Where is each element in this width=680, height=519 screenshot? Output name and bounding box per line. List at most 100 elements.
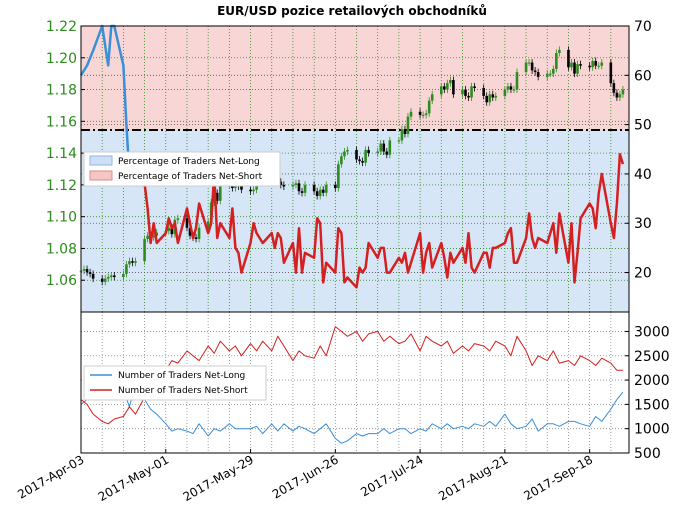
- short-area: [81, 26, 629, 130]
- x-tick-label: 2017-Sep-18: [521, 452, 595, 503]
- candle-body: [446, 83, 449, 90]
- net-long-count-line: [80, 382, 624, 444]
- candle-body: [409, 111, 413, 117]
- candle-body: [406, 116, 410, 135]
- candle-body: [473, 86, 476, 88]
- count-tick-label: 1000: [634, 422, 670, 438]
- candle-body: [379, 143, 383, 152]
- price-panel: 1.06 1.08 1.10 1.12 1.14 1.16 1.18 1.20 1.22 20 3…: [46, 19, 652, 313]
- candle-body: [597, 65, 601, 67]
- candle-body: [576, 64, 579, 74]
- candle-body: [388, 140, 392, 155]
- legend-net-short-label: Number of Traders Net-Short: [118, 386, 248, 396]
- candle-body: [485, 95, 489, 103]
- candle-body: [321, 189, 325, 193]
- price-tick-label: 1.06: [46, 273, 77, 289]
- x-tick-label: 2017-May-29: [181, 452, 256, 504]
- candle-body: [533, 70, 537, 73]
- candle-body: [612, 83, 616, 93]
- candle-body: [167, 227, 171, 231]
- count-tick-label: 500: [634, 446, 661, 462]
- candle-body: [552, 68, 555, 74]
- percent-tick-label: 60: [634, 68, 652, 84]
- percentage-lines: [79, 24, 625, 289]
- candle-body: [303, 184, 307, 193]
- count-axis: 500 1000 1500 2000 2500 3000: [625, 324, 670, 462]
- price-tick-label: 1.18: [46, 83, 77, 99]
- candle-body: [588, 65, 591, 68]
- x-tick-label: 2017-Jul-24: [358, 452, 425, 499]
- price-tick-label: 1.08: [46, 241, 77, 257]
- candle-body: [470, 86, 473, 98]
- candle-body: [337, 164, 340, 189]
- candle-body: [439, 86, 443, 95]
- candle-body: [385, 151, 389, 155]
- count-tick-label: 2000: [634, 373, 670, 389]
- candle-body: [494, 95, 498, 98]
- candle-body: [240, 186, 243, 190]
- candle-body: [467, 95, 470, 98]
- candle-body: [176, 218, 180, 220]
- candle-body: [567, 49, 570, 68]
- chart-title: EUR/USD pozice retailových obchodníků: [217, 4, 487, 18]
- candle-body: [427, 100, 431, 114]
- candle-body: [491, 94, 495, 98]
- candle-body: [449, 80, 452, 84]
- candle-body: [334, 184, 337, 189]
- candle-body: [609, 62, 613, 84]
- candle-body: [512, 89, 516, 91]
- candle-body: [297, 183, 301, 192]
- net-short-count-line: [80, 326, 623, 425]
- percent-tick-label: 30: [634, 216, 652, 232]
- legend-net-long-label: Number of Traders Net-Long: [118, 371, 245, 381]
- x-gridlines-bottom: [101, 312, 612, 453]
- percentage-legend: Percentage of Traders Net-Long Percentag…: [83, 151, 281, 187]
- price-candles: [79, 46, 625, 286]
- count-legend: Number of Traders Net-Long Number of Tra…: [83, 365, 267, 401]
- candle-body: [376, 151, 380, 154]
- price-tick-label: 1.20: [46, 51, 77, 67]
- candle-body: [482, 87, 485, 96]
- candle-body: [618, 94, 622, 98]
- candle-body: [206, 221, 210, 228]
- candle-body: [125, 264, 128, 274]
- candle-body: [452, 80, 455, 95]
- candle-body: [524, 62, 528, 73]
- candle-body: [188, 227, 192, 236]
- candle-body: [85, 269, 89, 273]
- candle-body: [324, 184, 328, 193]
- legend-short-label: Percentage of Traders Net-Short: [118, 172, 263, 182]
- candle-body: [400, 129, 404, 141]
- candle-body: [443, 86, 446, 90]
- candle-body: [152, 235, 155, 238]
- candle-body: [403, 129, 407, 135]
- candle-body: [315, 191, 319, 197]
- candle-body: [106, 277, 110, 279]
- candle-body: [430, 94, 434, 101]
- price-axis: 1.06 1.08 1.10 1.12 1.14 1.16 1.18 1.20 1.22: [46, 19, 85, 289]
- candle-body: [122, 273, 125, 278]
- candle-body: [367, 149, 370, 154]
- candle-body: [397, 140, 401, 142]
- candle-body: [103, 278, 107, 282]
- candle-body: [249, 189, 252, 192]
- percent-axis: 20 30 40 50 60 70: [625, 19, 652, 282]
- legend-long-swatch: [89, 155, 113, 166]
- candle-body: [548, 73, 552, 75]
- candle-body: [343, 151, 346, 157]
- candle-body: [530, 62, 534, 71]
- candle-body: [527, 62, 531, 64]
- candle-body: [197, 227, 201, 239]
- candle-body: [318, 189, 322, 197]
- price-tick-label: 1.12: [46, 178, 77, 194]
- candle-body: [464, 89, 467, 96]
- candle-body: [615, 92, 619, 98]
- candle-body: [128, 261, 131, 265]
- net-short-percent-line: [128, 152, 625, 289]
- candle-body: [573, 62, 576, 74]
- candle-body: [579, 64, 582, 66]
- candle-body: [421, 114, 425, 116]
- candle-body: [300, 191, 304, 193]
- candle-body: [113, 275, 116, 278]
